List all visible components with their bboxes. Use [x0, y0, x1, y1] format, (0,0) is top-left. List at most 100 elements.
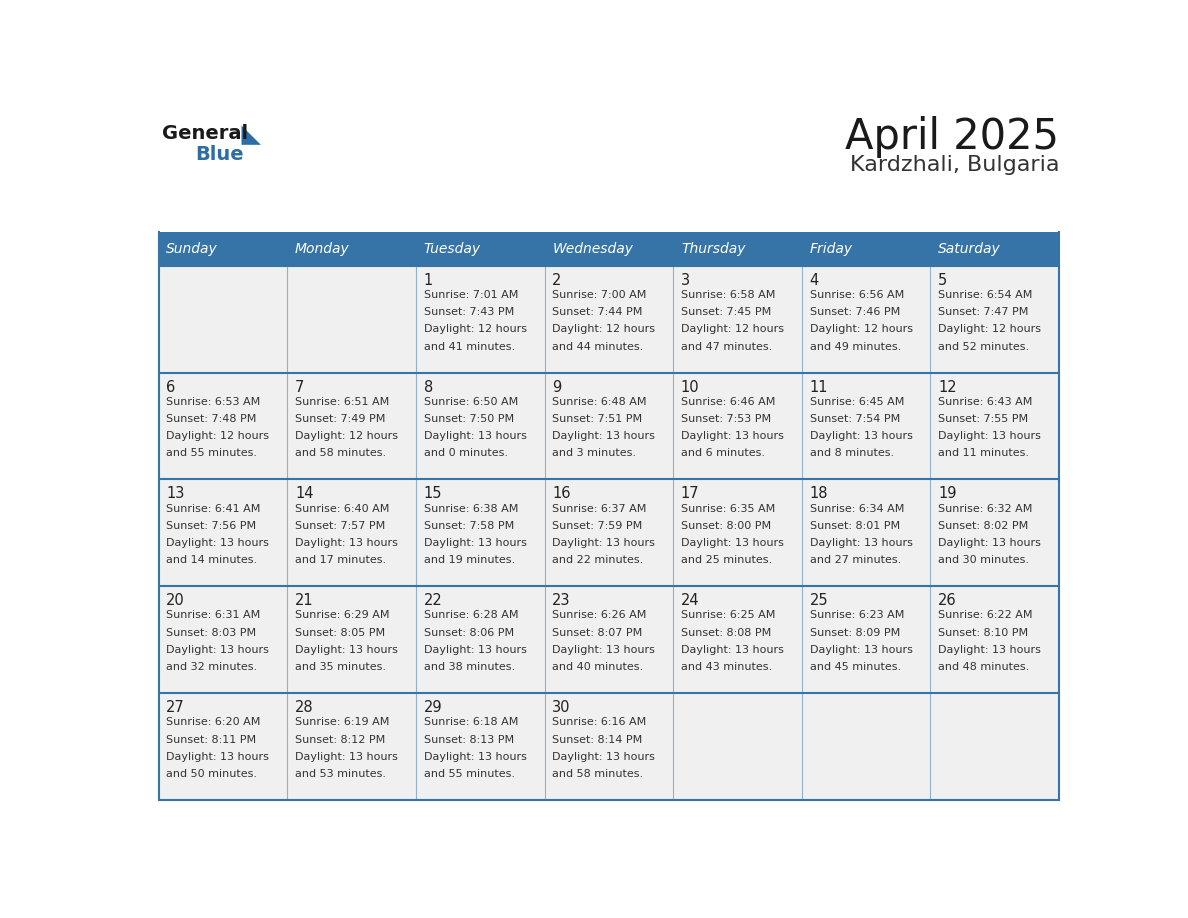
Text: and 41 minutes.: and 41 minutes. [424, 341, 514, 352]
Text: April 2025: April 2025 [845, 117, 1060, 158]
Text: 3: 3 [681, 273, 690, 287]
Text: Thursday: Thursday [681, 241, 745, 256]
Text: and 55 minutes.: and 55 minutes. [424, 769, 514, 779]
Text: 26: 26 [939, 593, 956, 609]
Text: Daylight: 12 hours: Daylight: 12 hours [809, 324, 912, 334]
Text: 18: 18 [809, 487, 828, 501]
Text: and 25 minutes.: and 25 minutes. [681, 555, 772, 565]
Text: Sunset: 8:01 PM: Sunset: 8:01 PM [809, 521, 899, 531]
Text: Daylight: 13 hours: Daylight: 13 hours [939, 538, 1041, 548]
Text: Sunrise: 6:37 AM: Sunrise: 6:37 AM [552, 504, 646, 513]
Text: and 6 minutes.: and 6 minutes. [681, 449, 765, 458]
Text: 4: 4 [809, 273, 819, 287]
Text: Sunset: 7:56 PM: Sunset: 7:56 PM [166, 521, 257, 531]
Polygon shape [241, 126, 261, 145]
Text: Daylight: 13 hours: Daylight: 13 hours [552, 431, 655, 442]
Text: Sunday: Sunday [166, 241, 219, 256]
Text: and 19 minutes.: and 19 minutes. [424, 555, 514, 565]
Text: and 52 minutes.: and 52 minutes. [939, 341, 1029, 352]
Text: and 30 minutes.: and 30 minutes. [939, 555, 1029, 565]
Text: 11: 11 [809, 379, 828, 395]
Text: Sunrise: 6:48 AM: Sunrise: 6:48 AM [552, 397, 646, 407]
Text: Daylight: 13 hours: Daylight: 13 hours [424, 431, 526, 442]
Text: Sunset: 7:44 PM: Sunset: 7:44 PM [552, 308, 643, 317]
Text: Daylight: 13 hours: Daylight: 13 hours [681, 645, 784, 655]
Text: Sunset: 8:03 PM: Sunset: 8:03 PM [166, 628, 257, 638]
Text: Sunrise: 6:22 AM: Sunrise: 6:22 AM [939, 610, 1032, 621]
Text: 30: 30 [552, 700, 570, 715]
Bar [158, 479, 1060, 587]
Text: Blue: Blue [195, 145, 244, 163]
Text: 29: 29 [424, 700, 442, 715]
Text: Daylight: 12 hours: Daylight: 12 hours [424, 324, 526, 334]
Text: 2: 2 [552, 273, 562, 287]
Text: Daylight: 13 hours: Daylight: 13 hours [939, 645, 1041, 655]
Text: 23: 23 [552, 593, 570, 609]
Text: Daylight: 12 hours: Daylight: 12 hours [295, 431, 398, 442]
Text: Sunset: 8:09 PM: Sunset: 8:09 PM [809, 628, 899, 638]
Text: 16: 16 [552, 487, 570, 501]
Text: 9: 9 [552, 379, 562, 395]
Text: 1: 1 [424, 273, 432, 287]
Text: Sunset: 8:06 PM: Sunset: 8:06 PM [424, 628, 513, 638]
Text: Daylight: 13 hours: Daylight: 13 hours [424, 752, 526, 762]
Text: and 47 minutes.: and 47 minutes. [681, 341, 772, 352]
Text: Sunset: 7:58 PM: Sunset: 7:58 PM [424, 521, 514, 531]
Text: Daylight: 13 hours: Daylight: 13 hours [424, 645, 526, 655]
Text: Sunrise: 6:20 AM: Sunrise: 6:20 AM [166, 717, 260, 727]
Text: 27: 27 [166, 700, 185, 715]
Text: Daylight: 13 hours: Daylight: 13 hours [295, 538, 398, 548]
Text: Kardzhali, Bulgaria: Kardzhali, Bulgaria [849, 155, 1060, 174]
Text: Daylight: 12 hours: Daylight: 12 hours [552, 324, 656, 334]
Text: Sunrise: 6:41 AM: Sunrise: 6:41 AM [166, 504, 260, 513]
Text: Sunset: 7:50 PM: Sunset: 7:50 PM [424, 414, 513, 424]
Text: Sunrise: 6:51 AM: Sunrise: 6:51 AM [295, 397, 390, 407]
Text: and 8 minutes.: and 8 minutes. [809, 449, 893, 458]
Text: Daylight: 13 hours: Daylight: 13 hours [424, 538, 526, 548]
Text: Sunset: 8:14 PM: Sunset: 8:14 PM [552, 734, 643, 744]
Text: 21: 21 [295, 593, 314, 609]
Text: and 35 minutes.: and 35 minutes. [295, 662, 386, 672]
Bar [158, 693, 1060, 800]
Text: Saturday: Saturday [939, 241, 1001, 256]
Text: Sunset: 8:08 PM: Sunset: 8:08 PM [681, 628, 771, 638]
Text: Sunrise: 6:38 AM: Sunrise: 6:38 AM [424, 504, 518, 513]
Text: General: General [163, 124, 248, 143]
Text: and 0 minutes.: and 0 minutes. [424, 449, 507, 458]
Text: Sunrise: 6:29 AM: Sunrise: 6:29 AM [295, 610, 390, 621]
Text: Sunset: 7:46 PM: Sunset: 7:46 PM [809, 308, 899, 317]
Text: Sunrise: 6:26 AM: Sunrise: 6:26 AM [552, 610, 646, 621]
Text: and 45 minutes.: and 45 minutes. [809, 662, 901, 672]
Bar [158, 265, 1060, 373]
Text: Daylight: 13 hours: Daylight: 13 hours [681, 538, 784, 548]
Text: Daylight: 13 hours: Daylight: 13 hours [295, 752, 398, 762]
Text: Sunrise: 6:58 AM: Sunrise: 6:58 AM [681, 290, 776, 300]
Text: and 3 minutes.: and 3 minutes. [552, 449, 637, 458]
Text: Sunrise: 6:54 AM: Sunrise: 6:54 AM [939, 290, 1032, 300]
Text: Daylight: 13 hours: Daylight: 13 hours [552, 752, 655, 762]
Text: Sunrise: 7:01 AM: Sunrise: 7:01 AM [424, 290, 518, 300]
Text: Sunrise: 6:50 AM: Sunrise: 6:50 AM [424, 397, 518, 407]
Text: and 32 minutes.: and 32 minutes. [166, 662, 258, 672]
Text: Sunrise: 6:34 AM: Sunrise: 6:34 AM [809, 504, 904, 513]
Text: and 49 minutes.: and 49 minutes. [809, 341, 901, 352]
Text: Daylight: 13 hours: Daylight: 13 hours [809, 645, 912, 655]
Text: and 27 minutes.: and 27 minutes. [809, 555, 901, 565]
Text: Sunrise: 6:28 AM: Sunrise: 6:28 AM [424, 610, 518, 621]
Text: Sunrise: 6:31 AM: Sunrise: 6:31 AM [166, 610, 260, 621]
Text: 17: 17 [681, 487, 700, 501]
Text: 20: 20 [166, 593, 185, 609]
Text: and 22 minutes.: and 22 minutes. [552, 555, 644, 565]
Bar [158, 587, 1060, 693]
Text: Sunset: 8:07 PM: Sunset: 8:07 PM [552, 628, 643, 638]
Text: Daylight: 13 hours: Daylight: 13 hours [166, 645, 270, 655]
Text: Daylight: 13 hours: Daylight: 13 hours [166, 538, 270, 548]
Text: Daylight: 13 hours: Daylight: 13 hours [809, 538, 912, 548]
Text: Sunrise: 6:45 AM: Sunrise: 6:45 AM [809, 397, 904, 407]
Text: Sunset: 8:13 PM: Sunset: 8:13 PM [424, 734, 513, 744]
Text: Daylight: 13 hours: Daylight: 13 hours [295, 645, 398, 655]
Text: Sunset: 8:10 PM: Sunset: 8:10 PM [939, 628, 1029, 638]
Text: Daylight: 13 hours: Daylight: 13 hours [552, 645, 655, 655]
Text: and 58 minutes.: and 58 minutes. [295, 449, 386, 458]
Text: and 55 minutes.: and 55 minutes. [166, 449, 258, 458]
